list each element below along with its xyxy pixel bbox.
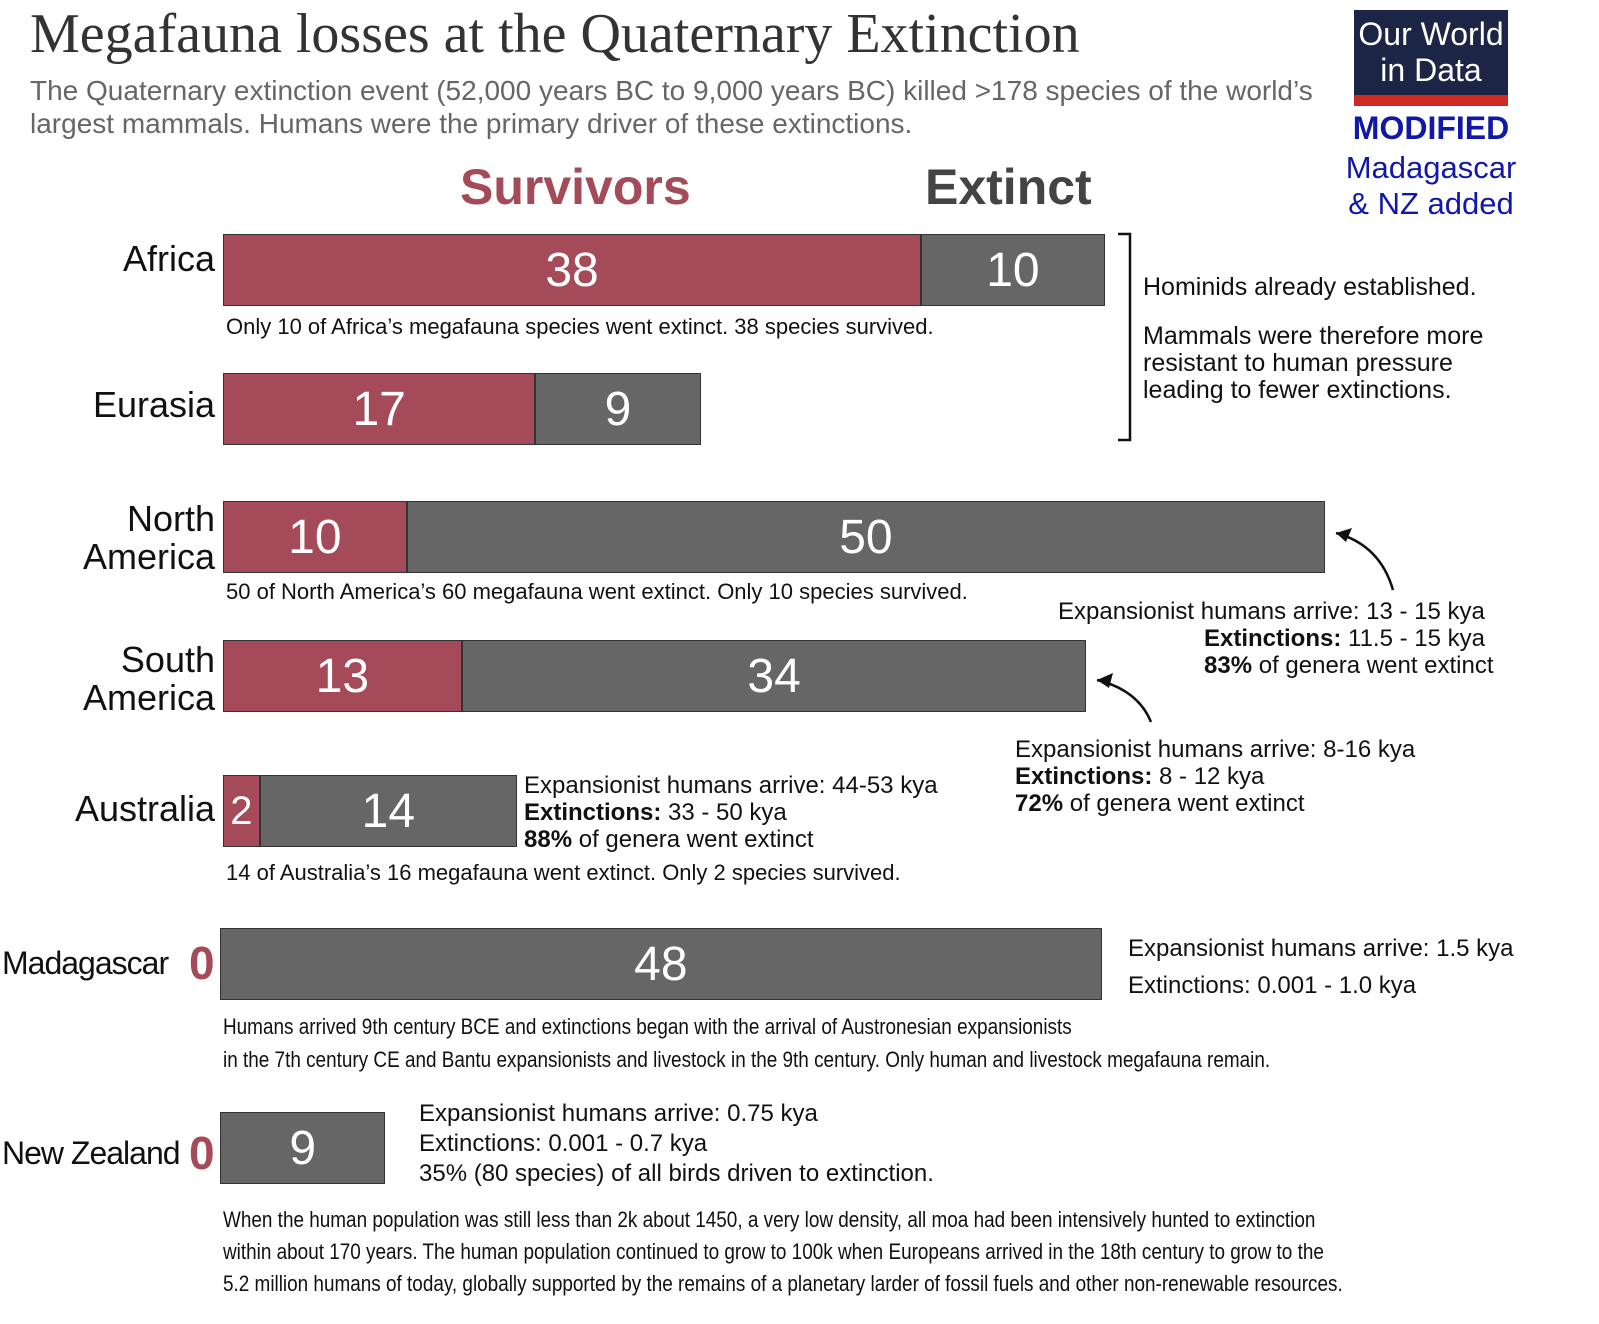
bracket-africa-eurasia: [1118, 232, 1132, 442]
bar-segment-extinct-africa: 10: [921, 234, 1105, 306]
note-australia: Expansionist humans arrive: 44-53 kya Ex…: [524, 772, 938, 853]
chart-subtitle: The Quaternary extinction event (52,000 …: [30, 75, 1313, 139]
note-south-america: Expansionist humans arrive: 8-16 kya Ext…: [1015, 736, 1416, 817]
chart-title: Megafauna losses at the Quaternary Extin…: [30, 3, 1080, 65]
caption-new-zealand: When the human population was still less…: [223, 1207, 1343, 1296]
label-australia: Australia: [74, 788, 215, 829]
bar-segment-survivors-australia: 2: [223, 775, 260, 847]
label-africa: Africa: [122, 238, 215, 279]
bar-madagascar: 48: [220, 928, 1102, 1000]
bar-segment-extinct-australia: 14: [259, 775, 517, 847]
caption-australia: 14 of Australia’s 16 megafauna went exti…: [226, 860, 901, 885]
caption-madagascar: Humans arrived 9th century BCE and extin…: [223, 1014, 1271, 1072]
arrowhead-south-america: [1097, 673, 1113, 688]
bar-segment-extinct-south-america: 34: [461, 640, 1087, 712]
bar-segment-extinct-madagascar: 48: [220, 928, 1102, 1000]
bar-segment-survivors-africa: 38: [223, 234, 922, 306]
madagascar-survivors-zero: 0: [189, 937, 215, 989]
bar-segment-survivors-eurasia: 17: [223, 373, 536, 445]
arrow-north-america: [1335, 531, 1395, 591]
label-new-zealand: New Zealand: [2, 1135, 181, 1171]
caption-north-america: 50 of North America’s 60 megafauna went …: [226, 579, 968, 604]
label-eurasia: Eurasia: [92, 384, 215, 425]
nz-survivors-zero: 0: [189, 1127, 215, 1179]
note-hominids: Hominids already established. Mammals we…: [1143, 273, 1484, 404]
bar-segment-extinct-new-zealand: 9: [220, 1112, 386, 1184]
bar-new-zealand: 9: [220, 1112, 386, 1184]
arrow-south-america: [1096, 678, 1153, 723]
modified-note: Madagascar & NZ added: [1345, 150, 1517, 221]
bar-segment-extinct-eurasia: 9: [535, 373, 701, 445]
modified-label: MODIFIED: [1352, 110, 1510, 146]
bar-segment-survivors-south-america: 13: [223, 640, 462, 712]
bar-africa: 38 10: [223, 234, 1105, 306]
caption-africa: Only 10 of Africa’s megafauna species we…: [226, 314, 934, 339]
bar-north-america: 10 50: [223, 501, 1326, 573]
bar-south-america: 13 34: [223, 640, 1087, 712]
arrowhead-north-america: [1336, 528, 1352, 542]
owid-logo: Our World in Data: [1354, 10, 1508, 106]
legend-extinct: Extinct: [925, 159, 1092, 215]
note-new-zealand: Expansionist humans arrive: 0.75 kya Ext…: [419, 1100, 934, 1187]
label-madagascar: Madagascar: [2, 945, 169, 981]
legend-survivors: Survivors: [460, 159, 691, 215]
label-north-america: North America: [82, 498, 215, 577]
bar-segment-survivors-north-america: 10: [223, 501, 407, 573]
bar-australia: 2 14: [223, 775, 517, 847]
label-south-america: South America: [82, 639, 215, 718]
note-north-america: Expansionist humans arrive: 13 - 15 kya …: [1058, 598, 1494, 679]
bar-segment-extinct-north-america: 50: [406, 501, 1326, 573]
bar-eurasia: 17 9: [223, 373, 701, 445]
note-madagascar: Expansionist humans arrive: 1.5 kya Exti…: [1128, 935, 1514, 999]
